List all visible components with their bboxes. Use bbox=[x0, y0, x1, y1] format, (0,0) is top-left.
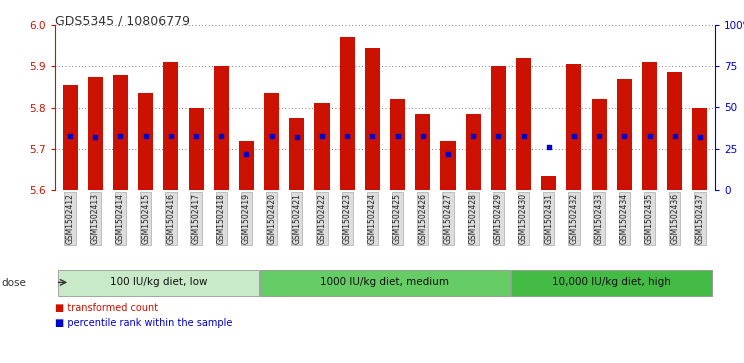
Bar bbox=[365, 48, 380, 190]
Point bbox=[89, 134, 101, 140]
Text: ■ transformed count: ■ transformed count bbox=[55, 303, 158, 313]
Bar bbox=[415, 114, 430, 190]
Point bbox=[568, 132, 580, 138]
Text: GDS5345 / 10806779: GDS5345 / 10806779 bbox=[55, 14, 190, 27]
FancyBboxPatch shape bbox=[511, 270, 712, 296]
Bar bbox=[693, 107, 708, 190]
FancyBboxPatch shape bbox=[58, 270, 259, 296]
Point bbox=[367, 132, 379, 138]
Point bbox=[618, 132, 630, 138]
Text: 100 IU/kg diet, low: 100 IU/kg diet, low bbox=[109, 277, 207, 287]
Point bbox=[266, 132, 278, 138]
Point bbox=[493, 132, 504, 138]
Point bbox=[391, 132, 403, 138]
Bar bbox=[617, 79, 632, 190]
Point bbox=[190, 132, 202, 138]
Point bbox=[115, 132, 126, 138]
Bar bbox=[516, 58, 531, 190]
Point bbox=[694, 134, 706, 140]
Text: dose: dose bbox=[1, 278, 26, 288]
FancyBboxPatch shape bbox=[260, 270, 510, 296]
Point bbox=[518, 132, 530, 138]
Bar bbox=[466, 114, 481, 190]
Bar bbox=[440, 141, 455, 190]
Point bbox=[543, 144, 555, 150]
Text: ■ percentile rank within the sample: ■ percentile rank within the sample bbox=[55, 318, 232, 327]
Bar bbox=[62, 85, 77, 190]
Point bbox=[669, 132, 681, 138]
Bar bbox=[88, 77, 103, 190]
Point bbox=[64, 132, 76, 138]
Text: 1000 IU/kg diet, medium: 1000 IU/kg diet, medium bbox=[321, 277, 449, 287]
Point bbox=[644, 132, 655, 138]
Bar bbox=[239, 141, 254, 190]
Point bbox=[240, 151, 252, 156]
Bar bbox=[667, 73, 682, 190]
Bar bbox=[214, 66, 229, 190]
Bar bbox=[541, 176, 557, 190]
Point bbox=[417, 132, 429, 138]
Point bbox=[442, 151, 454, 156]
Bar bbox=[264, 93, 279, 190]
Bar bbox=[113, 76, 128, 190]
Point bbox=[140, 132, 152, 138]
Point bbox=[316, 132, 328, 138]
Bar bbox=[164, 62, 179, 190]
Bar bbox=[315, 103, 330, 190]
Bar bbox=[491, 66, 506, 190]
Bar bbox=[642, 62, 657, 190]
Point bbox=[165, 132, 177, 138]
Point bbox=[341, 132, 353, 138]
Bar bbox=[591, 99, 606, 190]
Bar bbox=[289, 118, 304, 190]
Point bbox=[467, 132, 479, 138]
Bar bbox=[566, 64, 582, 190]
Bar bbox=[138, 93, 153, 190]
Bar bbox=[188, 107, 204, 190]
Text: 10,000 IU/kg diet, high: 10,000 IU/kg diet, high bbox=[552, 277, 671, 287]
Bar bbox=[390, 99, 405, 190]
Point bbox=[215, 132, 227, 138]
Point bbox=[291, 134, 303, 140]
Bar bbox=[340, 37, 355, 190]
Point bbox=[593, 132, 605, 138]
